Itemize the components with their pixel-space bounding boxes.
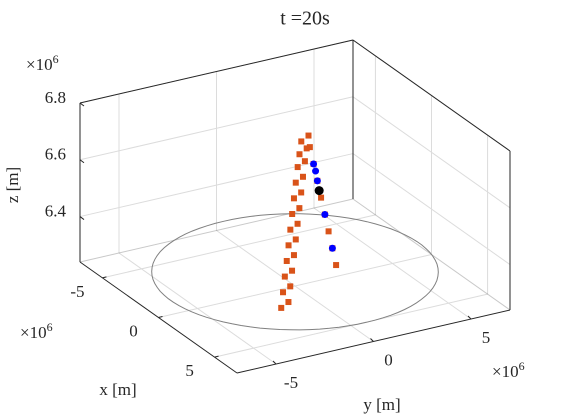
z-tick-label: 6.8 — [45, 88, 66, 107]
point — [285, 242, 292, 249]
point — [303, 145, 310, 152]
point — [325, 228, 332, 235]
x-tick — [102, 276, 107, 279]
x-tick-label: 5 — [185, 361, 194, 380]
point — [278, 304, 285, 311]
point — [312, 167, 320, 175]
point — [296, 205, 303, 212]
y-tick — [370, 338, 374, 342]
point — [294, 220, 301, 227]
point — [328, 244, 336, 252]
grid-line — [216, 230, 374, 342]
axis-edge — [79, 39, 354, 104]
y-tick — [467, 315, 472, 320]
y-exponent-power: 6 — [519, 359, 525, 373]
point — [287, 226, 294, 233]
point — [283, 257, 290, 264]
chart-title: t =20s — [280, 8, 330, 30]
y-exponent-base: ×10 — [492, 362, 519, 381]
point — [280, 289, 287, 296]
z-tick-label: 6.6 — [45, 145, 66, 164]
x-tick-label: 0 — [129, 321, 138, 340]
axis-edge — [79, 198, 354, 263]
grid-line — [352, 96, 511, 209]
x-tick — [158, 316, 163, 318]
y-exponent: ×106 — [492, 359, 525, 381]
point — [292, 236, 299, 243]
grid-line — [79, 96, 354, 161]
point — [290, 252, 297, 259]
z-exponent-base: ×10 — [26, 55, 53, 74]
point — [294, 164, 301, 171]
z-exponent-power: 6 — [53, 52, 59, 66]
x-axis-label: x [m] — [99, 380, 136, 399]
point — [289, 210, 296, 217]
z-tick-label: 6.4 — [45, 201, 67, 220]
y-tick-label: -5 — [284, 373, 298, 392]
point — [299, 173, 306, 180]
y-tick — [272, 360, 277, 365]
point — [290, 195, 297, 202]
x-exponent-power: 6 — [47, 320, 53, 334]
z-exponent: ×106 — [26, 52, 59, 74]
point — [292, 179, 299, 186]
z-axis-label: z [m] — [3, 167, 22, 203]
point — [281, 273, 288, 280]
z-tick — [79, 159, 85, 164]
point — [298, 138, 305, 145]
y-tick-label: 0 — [384, 350, 393, 369]
point — [333, 262, 340, 269]
y-axis-label: y [m] — [363, 395, 400, 414]
y-tick-label: 5 — [482, 328, 491, 347]
point — [289, 267, 296, 274]
point — [314, 186, 324, 196]
point — [313, 177, 321, 185]
point — [285, 299, 292, 306]
z-tick — [79, 216, 85, 220]
grid-line — [313, 207, 472, 320]
point — [296, 151, 303, 158]
point — [305, 132, 312, 139]
point — [310, 160, 318, 168]
x-tick-label: -5 — [70, 282, 84, 301]
grid-line — [118, 252, 277, 365]
grid-line — [352, 153, 511, 265]
earth-outline — [151, 213, 439, 331]
x-exponent: ×106 — [20, 320, 53, 342]
point — [318, 194, 325, 201]
point — [298, 189, 305, 196]
axis-edge — [352, 39, 511, 152]
point — [321, 211, 329, 219]
point — [287, 283, 294, 290]
point — [301, 158, 308, 165]
z-tick — [79, 102, 85, 107]
point — [306, 144, 313, 151]
x-tick — [214, 355, 219, 358]
x-exponent-base: ×10 — [20, 323, 47, 342]
